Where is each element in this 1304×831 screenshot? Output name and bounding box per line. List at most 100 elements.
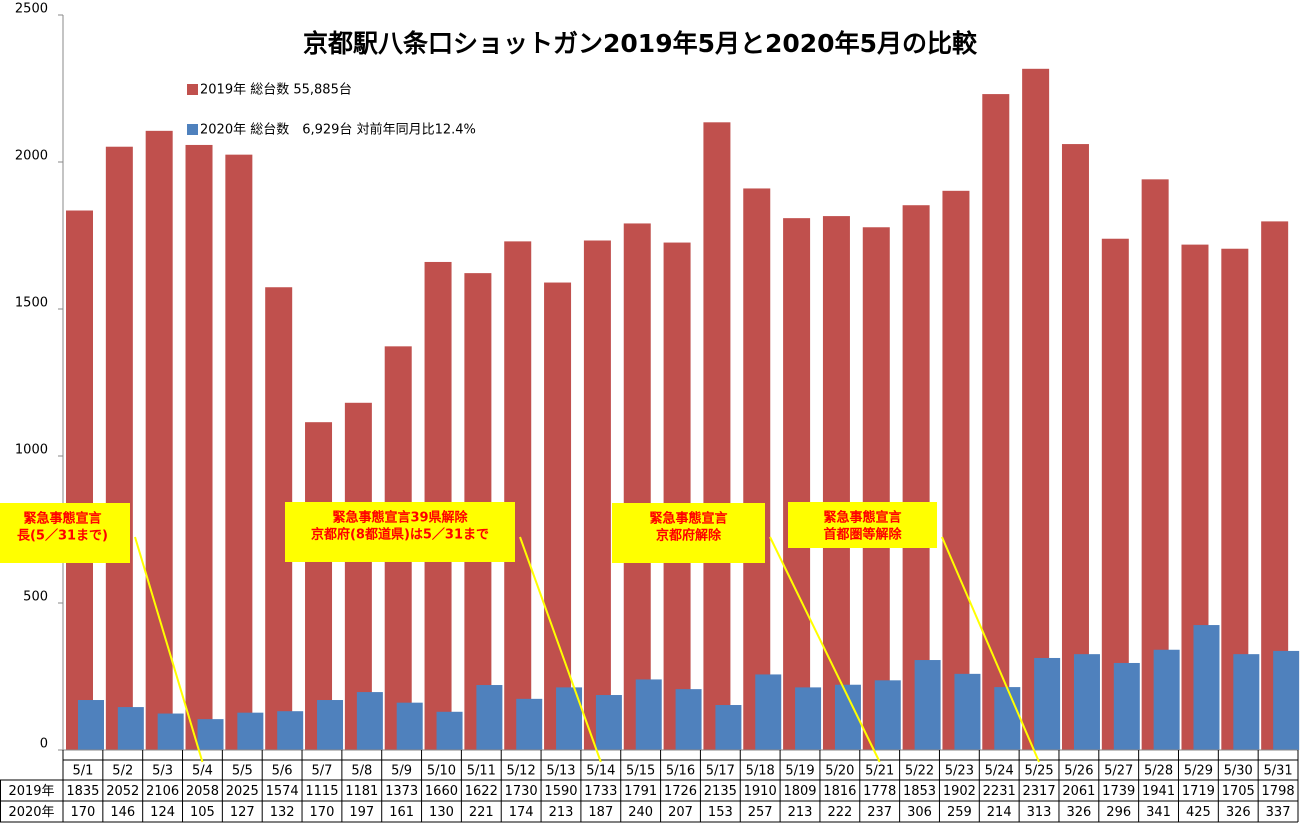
table-cell: 337 (1266, 805, 1291, 820)
x-tick-label: 5/6 (272, 764, 293, 779)
x-tick-label: 5/1 (72, 764, 93, 779)
table-cell: 1660 (425, 784, 458, 799)
y-tick-label: 2000 (15, 149, 48, 164)
table-cell: 1910 (744, 784, 777, 799)
table-cell: 326 (1226, 805, 1251, 820)
x-tick-label: 5/4 (192, 764, 213, 779)
table-cell: 341 (1146, 805, 1171, 820)
table-cell: 326 (1066, 805, 1091, 820)
table-cell: 1816 (823, 784, 856, 799)
table-cell: 1574 (266, 784, 299, 799)
table-cell: 170 (310, 805, 335, 820)
legend-label: 2019年 総台数 55,885台 (200, 83, 352, 98)
bar (703, 122, 731, 750)
bar (902, 205, 930, 750)
table-cell: 1115 (305, 784, 338, 799)
table-cell: 1719 (1182, 784, 1215, 799)
bar (1073, 654, 1100, 750)
x-tick-label: 5/7 (311, 764, 332, 779)
x-tick-label: 5/30 (1224, 764, 1253, 779)
x-tick-label: 5/9 (391, 764, 412, 779)
legend-swatch (187, 124, 198, 135)
annotation-pointer (769, 536, 881, 763)
bar (1233, 654, 1260, 750)
bar (277, 711, 304, 750)
table-cell: 1853 (903, 784, 936, 799)
x-tick-label: 5/13 (546, 764, 575, 779)
x-tick-label: 5/22 (905, 764, 934, 779)
bar (504, 241, 532, 750)
chart-title: 京都駅八条口ショットガン2019年5月と2020年5月の比較 (303, 29, 978, 58)
annotation-text: 緊急事態宣言 (23, 511, 101, 527)
table-cell: 2135 (704, 784, 737, 799)
y-tick-label: 1000 (15, 443, 48, 458)
annotation-box (788, 502, 937, 548)
bar (544, 282, 572, 750)
table-cell: 213 (549, 805, 574, 820)
bar (105, 146, 133, 750)
annotation-text: 緊急事態宣言 (823, 510, 901, 526)
table-cell: 1778 (863, 784, 896, 799)
bar (305, 422, 333, 750)
row-label: 2020年 (8, 805, 54, 820)
table-cell: 425 (1186, 805, 1211, 820)
table-cell: 2317 (1023, 784, 1056, 799)
x-tick-label: 5/3 (152, 764, 173, 779)
bar (623, 223, 651, 751)
bar (942, 190, 970, 750)
x-tick-label: 5/31 (1263, 764, 1292, 779)
bar (66, 210, 93, 750)
annotation-text: 緊急事態宣言 (649, 511, 727, 527)
legend-label: 2020年 総台数 6,929台 対前年同月比12.4% (200, 122, 476, 138)
table-cell: 1705 (1222, 784, 1255, 799)
table-cell: 1791 (624, 784, 657, 799)
bar (356, 692, 383, 750)
table-cell: 127 (230, 805, 255, 820)
table-cell: 1941 (1142, 784, 1175, 799)
table-cell: 2052 (106, 784, 139, 799)
bar (1034, 657, 1061, 750)
x-tick-label: 5/21 (865, 764, 894, 779)
x-tick-label: 5/20 (825, 764, 854, 779)
table-cell: 1726 (664, 784, 697, 799)
bar (145, 130, 173, 750)
x-tick-label: 5/16 (666, 764, 695, 779)
bar (237, 712, 264, 750)
x-tick-label: 5/11 (467, 764, 496, 779)
table-cell: 1733 (584, 784, 617, 799)
y-tick-label: 500 (23, 590, 48, 605)
bar (197, 719, 224, 750)
x-tick-label: 5/26 (1064, 764, 1093, 779)
bar (1061, 144, 1089, 751)
y-tick-label: 2500 (15, 2, 48, 17)
annotation-box (612, 503, 765, 563)
bar (822, 216, 850, 750)
table-cell: 1622 (465, 784, 498, 799)
bar (783, 218, 811, 751)
x-tick-label: 5/8 (351, 764, 372, 779)
bar (635, 679, 662, 750)
table-cell: 1809 (783, 784, 816, 799)
x-tick-label: 5/23 (945, 764, 974, 779)
annotation-pointer (134, 536, 204, 763)
bar (436, 711, 463, 750)
bar (1153, 649, 1180, 750)
table-cell: 2025 (226, 784, 259, 799)
y-tick-label: 1500 (15, 296, 48, 311)
bar (516, 698, 543, 750)
table-cell: 306 (907, 805, 932, 820)
bar (1022, 68, 1050, 750)
x-tick-label: 5/24 (985, 764, 1014, 779)
x-tick-label: 5/10 (427, 764, 456, 779)
bar (795, 687, 822, 750)
x-tick-label: 5/2 (112, 764, 133, 779)
annotation-text: 首都圏等解除 (823, 527, 902, 543)
table-cell: 2058 (186, 784, 219, 799)
annotation-box (0, 503, 130, 563)
bar (862, 227, 890, 750)
table-cell: 213 (788, 805, 813, 820)
x-tick-label: 5/15 (626, 764, 655, 779)
annotation-text: 京都府解除 (656, 528, 722, 544)
bar (1273, 650, 1300, 750)
